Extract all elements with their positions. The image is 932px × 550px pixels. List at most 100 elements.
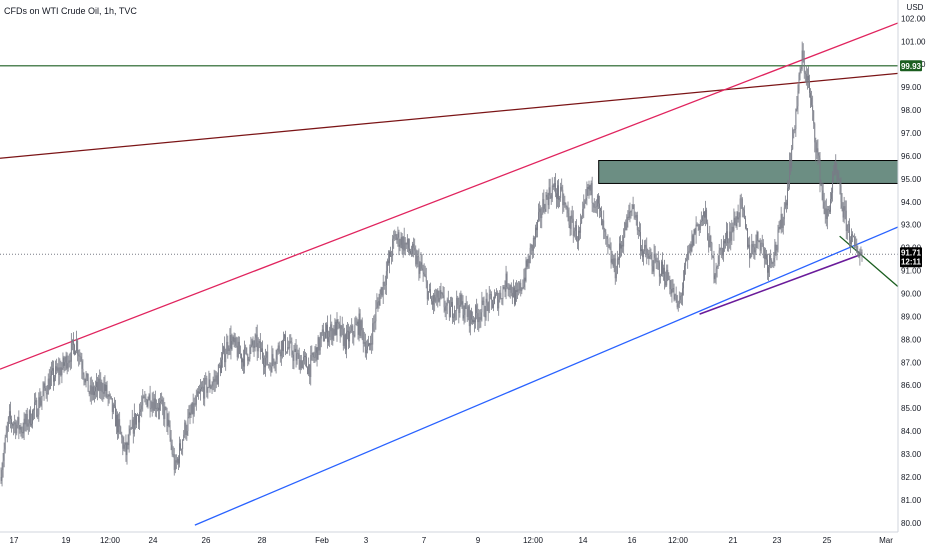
candle-body (401, 237, 403, 250)
candle-body (540, 208, 542, 219)
candle-body (550, 195, 552, 199)
trendline-green-short[interactable] (839, 235, 899, 288)
candle-body (776, 249, 778, 251)
candle-body (308, 364, 310, 375)
candle-body (657, 260, 659, 263)
candle-body (284, 334, 285, 339)
candle-body (412, 243, 414, 254)
candle-body (611, 258, 613, 263)
candle-body (757, 231, 759, 242)
candle-body (129, 428, 131, 434)
candle-body (216, 375, 218, 385)
candle-body (445, 305, 447, 311)
candle-body (510, 285, 512, 293)
candle-body (33, 409, 34, 411)
candle-body (633, 204, 635, 217)
candle-body (5, 432, 7, 438)
candle-body (490, 294, 492, 300)
price-tick-label: 99.00 (901, 83, 922, 92)
candle-body (630, 210, 632, 213)
candle-body (463, 314, 465, 319)
candle-body (596, 195, 598, 207)
candle-body (812, 105, 814, 111)
candle-body (58, 367, 60, 375)
candle-body (621, 244, 622, 249)
candle-body (819, 158, 821, 185)
candle-body (443, 295, 445, 308)
candle-body (233, 336, 235, 343)
candle-body (225, 354, 227, 363)
candle-body (180, 443, 181, 450)
candle-body (489, 294, 491, 295)
candle-body (253, 345, 255, 348)
candle-body (827, 209, 829, 211)
candle-body (398, 232, 400, 247)
candle-body (706, 209, 708, 223)
candle-body (77, 340, 79, 355)
candle-body (317, 337, 319, 360)
candle-body (829, 210, 830, 212)
trendline-dark-red[interactable] (0, 72, 899, 159)
candle-body (400, 237, 402, 245)
candle-body (35, 400, 37, 403)
candle-body (484, 315, 486, 318)
candle-body (713, 257, 715, 280)
candle-body (652, 266, 654, 272)
candle-body (695, 224, 697, 234)
candle-body (363, 342, 365, 344)
time-tick-label: 25 (823, 536, 832, 545)
candle-body (532, 237, 534, 251)
candle-body (21, 431, 23, 433)
candle-body (202, 386, 204, 388)
candle-body (79, 356, 81, 357)
candle-body (656, 260, 658, 262)
candle-body (113, 404, 115, 407)
trendline-purple[interactable] (699, 253, 863, 315)
candle-body (525, 260, 527, 281)
candle-body (472, 319, 473, 323)
candle-body (291, 342, 293, 355)
candle-body (402, 237, 404, 250)
candle-body (269, 365, 271, 367)
price-tick-label: 88.00 (901, 335, 922, 344)
candle-body (591, 183, 593, 203)
candle-body (476, 305, 478, 314)
candle-body (814, 123, 816, 143)
candle-body (419, 264, 421, 274)
candle-body (162, 399, 164, 407)
candle-body (622, 244, 624, 247)
candle-body (250, 344, 252, 347)
candle-body (266, 351, 268, 358)
time-axis[interactable]: 17 19 12:00 24 26 28 Feb 3 7 9 12:00 14 16 12:00 21 23 2… (0, 531, 898, 545)
price-tick-label: 98.00 (901, 106, 922, 115)
candle-body (777, 229, 779, 250)
candle-body (389, 251, 390, 264)
candle-body (474, 320, 475, 323)
candle-body (441, 293, 443, 294)
candle-body (646, 247, 648, 256)
trendline-pink[interactable] (0, 22, 899, 370)
candle-body (724, 240, 725, 244)
candle-body (428, 289, 430, 292)
candle-body (205, 378, 207, 379)
trendline-blue[interactable] (194, 226, 899, 526)
price-axis[interactable]: USD 80.0081.0082.0083.0084.0085.0086.008… (897, 0, 926, 532)
candle-body (323, 338, 325, 341)
resistance-zone[interactable] (598, 160, 899, 184)
candle-body (190, 413, 192, 415)
candle-body (16, 424, 18, 434)
candle-body (283, 338, 284, 352)
candle-body (531, 244, 533, 251)
price-ticks: 80.00 81.00 82.00 83.00 84.00 85.00 86.00 87.00… (901, 14, 926, 527)
candle-body (34, 402, 36, 410)
candle-body (851, 234, 852, 244)
price-tick-label: 84.00 (901, 427, 922, 436)
candle-body (588, 185, 590, 190)
time-tick-label: 17 (10, 536, 19, 545)
plot-area[interactable] (0, 22, 899, 526)
candle-body (320, 332, 322, 339)
candle-body (731, 226, 733, 241)
candle-body (43, 383, 45, 391)
candle-body (155, 408, 157, 409)
